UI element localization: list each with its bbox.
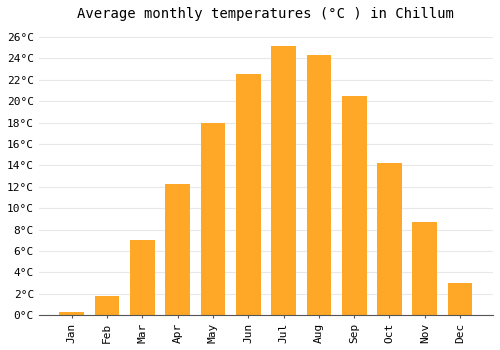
Bar	[60, 312, 84, 315]
Bar	[130, 240, 155, 315]
Bar	[342, 96, 366, 315]
Bar	[236, 75, 260, 315]
Bar	[271, 46, 296, 315]
Bar	[306, 55, 331, 315]
Bar	[412, 222, 437, 315]
Bar	[377, 163, 402, 315]
Bar	[200, 122, 226, 315]
Bar	[94, 296, 120, 315]
Bar	[448, 283, 472, 315]
Title: Average monthly temperatures (°C ) in Chillum: Average monthly temperatures (°C ) in Ch…	[78, 7, 454, 21]
Bar	[166, 183, 190, 315]
